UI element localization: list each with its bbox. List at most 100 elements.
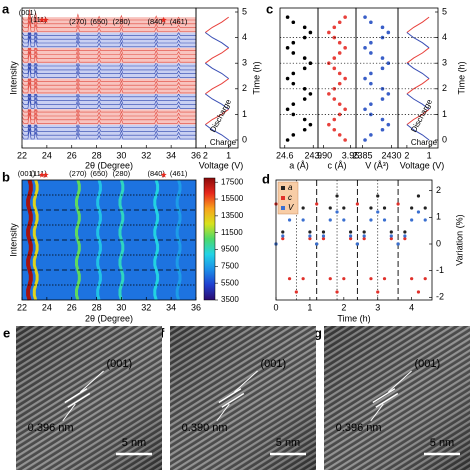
peak-label: (270) xyxy=(69,169,87,178)
lattice-point xyxy=(343,46,347,50)
lattice-frame xyxy=(317,7,357,149)
variation-point xyxy=(342,206,346,210)
xrd-trace xyxy=(21,32,196,44)
x-tick-label: 1 xyxy=(226,150,231,160)
panel-label: e xyxy=(3,325,10,340)
x-tick-label: 34 xyxy=(166,150,176,160)
lattice-point xyxy=(285,138,290,142)
x-tick-label: 1 xyxy=(427,150,432,160)
variation-point xyxy=(349,237,353,241)
lattice-point xyxy=(308,122,313,127)
x-tick-label: 2385 xyxy=(352,150,372,160)
variation-point xyxy=(403,230,407,234)
xrd-trace xyxy=(21,59,196,71)
star-marker xyxy=(42,16,49,23)
lattice-point xyxy=(337,40,342,45)
x-axis-label: c (Å) xyxy=(328,160,347,170)
x-tick-label: 4 xyxy=(409,302,414,312)
lattice-point xyxy=(332,25,337,30)
colorbar xyxy=(203,177,216,301)
x-tick-label: 2 xyxy=(341,302,346,312)
lattice-point xyxy=(369,102,373,106)
variation-point xyxy=(349,230,353,234)
xrd-trace xyxy=(21,82,196,94)
variation-point xyxy=(328,206,332,210)
colorbar-tick-label: 11500 xyxy=(221,228,243,237)
lattice-point xyxy=(386,92,391,96)
xrd-trace xyxy=(21,70,196,82)
heatmap-stripe xyxy=(75,179,81,301)
lattice-point xyxy=(369,51,373,55)
y-axis-label: Time (h) xyxy=(456,61,466,94)
lattice-point xyxy=(369,133,373,137)
xrd-trace xyxy=(21,89,196,101)
lattice-point xyxy=(380,127,385,132)
lattice-point xyxy=(337,102,342,106)
peak-label: (111) xyxy=(30,169,47,178)
x-tick-label: 28 xyxy=(92,302,102,312)
spacing-marker xyxy=(375,392,399,408)
spacing-label: 0.396 nm xyxy=(28,422,74,434)
y-axis-label: Intensity xyxy=(8,61,18,95)
x-tick-label: 22 xyxy=(17,150,27,160)
heatmap-stripe xyxy=(32,179,39,301)
cycle-band xyxy=(22,78,196,94)
lattice-point xyxy=(337,51,342,55)
spacing-marker xyxy=(218,388,242,404)
x-axis-label: 2θ (Degree) xyxy=(85,313,133,323)
lattice-point xyxy=(386,122,391,127)
panel-label: f xyxy=(160,325,165,340)
lattice-point xyxy=(285,15,290,19)
x-axis-label: Time (h) xyxy=(337,313,370,323)
x-tick-label: 24.6 xyxy=(276,150,294,160)
variation-point xyxy=(308,234,312,238)
lattice-point xyxy=(380,97,385,101)
y-tick-label: -1 xyxy=(436,265,444,275)
variation-point xyxy=(382,218,387,222)
variation-point xyxy=(376,290,380,294)
peak-label: (280) xyxy=(113,169,131,178)
lattice-point xyxy=(332,35,337,40)
y-tick-label: 1 xyxy=(242,109,247,119)
xrd-trace xyxy=(21,93,196,105)
variation-point xyxy=(321,234,326,238)
y-tick-label: 0 xyxy=(242,134,247,144)
lattice-point xyxy=(337,112,342,117)
cycle-band xyxy=(22,47,196,64)
lattice-point xyxy=(302,56,307,60)
legend-label: Discharge xyxy=(208,97,233,134)
lattice-point xyxy=(332,97,337,101)
lattice-point xyxy=(302,97,307,101)
x-axis-label: Voltage (V) xyxy=(400,160,445,170)
variation-point xyxy=(369,277,373,281)
lattice-point xyxy=(363,46,367,50)
cycle-band xyxy=(22,32,196,48)
lattice-point xyxy=(327,122,331,127)
panel-label: a xyxy=(2,1,10,16)
lattice-point xyxy=(363,138,367,142)
panel-label: g xyxy=(314,325,322,340)
plane-label: (001) xyxy=(261,358,287,370)
lattice-point xyxy=(327,92,331,96)
xrd-trace xyxy=(21,9,196,21)
lattice-point xyxy=(369,112,373,117)
peak-label: (001) xyxy=(18,169,36,178)
lattice-point xyxy=(302,127,307,132)
xrd-trace xyxy=(21,112,196,124)
lattice-point xyxy=(363,76,367,81)
xrd-trace xyxy=(21,28,196,40)
lattice-point xyxy=(291,51,296,55)
lattice-point xyxy=(380,117,385,122)
x-tick-label: 36 xyxy=(191,150,201,160)
y-tick-label: 1 xyxy=(436,212,441,222)
lattice-point xyxy=(363,107,367,112)
lattice-point xyxy=(369,20,373,25)
heatmap-stripe xyxy=(26,179,33,301)
lattice-point xyxy=(369,40,373,45)
panel-label: c xyxy=(266,1,273,16)
variation-point xyxy=(396,242,400,246)
colorbar-tick-label: 7500 xyxy=(221,261,239,270)
x-tick-label: 28 xyxy=(92,150,102,160)
variation-point xyxy=(396,202,400,206)
